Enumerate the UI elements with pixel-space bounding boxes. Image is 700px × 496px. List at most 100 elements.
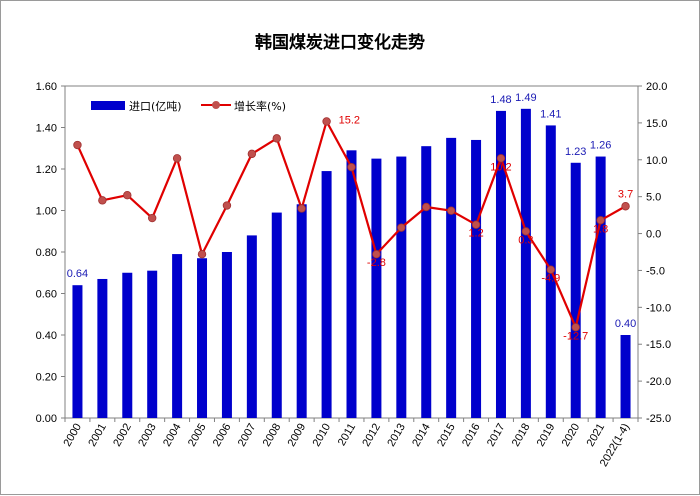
legend-line-marker <box>212 101 220 109</box>
bar-data-label: 1.49 <box>515 92 536 104</box>
x-tick-label: 2004 <box>161 422 184 449</box>
growth-point <box>147 213 157 223</box>
x-tick-label: 2005 <box>186 422 209 449</box>
labels-layer: 0.64 1.48 1.49 1.41 1.23 1.26 0.40 15.2 -2.8 1.2 1… <box>67 92 637 342</box>
line-data-label: 15.2 <box>339 114 360 126</box>
growth-point <box>596 216 605 225</box>
y-left-tick-label: 1.20 <box>36 164 57 176</box>
y-left-tick-label: 0.60 <box>36 289 57 301</box>
bar <box>570 162 581 418</box>
x-tick-label: 2020 <box>560 422 583 449</box>
bar <box>246 235 257 418</box>
bar <box>346 150 357 418</box>
y-right-tick-label: 15.0 <box>646 118 667 130</box>
bar <box>471 139 482 418</box>
y-right-tick-label: -20.0 <box>646 376 671 388</box>
y-left-tick-label: 0.80 <box>36 247 57 259</box>
growth-point <box>496 154 506 163</box>
bar <box>495 110 506 419</box>
x-tick-label: 2006 <box>211 422 234 449</box>
growth-point <box>98 196 107 205</box>
legend: 进口(亿吨) 增长率(%) <box>91 99 286 113</box>
growth-point <box>172 154 182 163</box>
line-data-label: 3.7 <box>618 188 633 200</box>
growth-point <box>397 223 406 232</box>
bar <box>147 270 158 418</box>
y-left-tick-label: 0.40 <box>36 330 57 342</box>
y-right-tick-label: -25.0 <box>646 413 671 425</box>
x-tick-label: 2017 <box>485 422 508 449</box>
x-tick-label: 2012 <box>360 422 383 449</box>
x-tick-label: 2014 <box>410 422 433 449</box>
y-right-tick-label: -10.0 <box>646 302 671 314</box>
y-left-tick-label: 1.60 <box>36 81 57 93</box>
bar <box>97 278 108 418</box>
bar-data-label: 1.23 <box>565 146 586 158</box>
growth-point <box>322 117 331 126</box>
growth-point <box>546 265 556 274</box>
x-tick-label: 2016 <box>460 422 483 449</box>
chart-title: 韩国煤炭进口变化走势 <box>255 32 425 53</box>
bar <box>172 254 183 418</box>
y-right-tick-label: 0.0 <box>646 229 661 241</box>
bar <box>122 272 133 418</box>
y-right-tick-label: 20.0 <box>646 81 667 93</box>
bar <box>271 212 282 418</box>
line-data-label: -2.8 <box>367 257 386 269</box>
growth-point <box>621 202 630 211</box>
x-tick-label: 2002 <box>111 422 134 449</box>
growth-point <box>471 220 481 229</box>
line-layer <box>73 117 630 332</box>
bar-data-label: 1.26 <box>590 140 611 152</box>
bar <box>221 252 232 418</box>
x-tick-label: 2018 <box>510 422 533 449</box>
bar <box>321 171 332 418</box>
line-data-label: 1.8 <box>593 223 608 235</box>
line-data-label: 0.3 <box>518 234 533 246</box>
line-data-label: -12.7 <box>563 330 588 342</box>
x-tick-label: 2010 <box>311 422 334 449</box>
bar <box>620 335 631 418</box>
bar <box>371 158 382 418</box>
x-tick-label: 2019 <box>535 422 558 449</box>
x-tick-label: 2000 <box>61 422 84 449</box>
y-right-tick-label: 10.0 <box>646 155 667 167</box>
bar <box>396 156 407 419</box>
legend-bar-swatch <box>91 101 125 110</box>
bar <box>446 137 457 418</box>
x-tick-label: 2001 <box>86 422 109 449</box>
y-right-tick-label: 5.0 <box>646 192 661 204</box>
growth-point <box>422 202 431 212</box>
legend-bar-label: 进口(亿吨) <box>129 100 182 113</box>
line-data-label: -4.9 <box>541 273 560 285</box>
y-left-tick-label: 0.00 <box>36 413 57 425</box>
growth-point <box>521 227 531 236</box>
bars-layer <box>72 108 631 419</box>
bar-data-label: 0.64 <box>67 268 88 280</box>
bar <box>296 204 307 418</box>
growth-point <box>297 204 306 213</box>
y-right-tick-label: -15.0 <box>646 339 671 351</box>
growth-point <box>197 250 207 259</box>
y-left-tick-label: 0.20 <box>36 372 57 384</box>
growth-point <box>571 323 580 332</box>
bar <box>595 156 606 419</box>
x-tick-label: 2015 <box>435 422 458 449</box>
growth-point <box>222 201 232 210</box>
growth-point <box>272 134 281 143</box>
y-right-tick-label: -5.0 <box>646 265 665 277</box>
line-data-label: 10.2 <box>490 161 511 173</box>
growth-point <box>347 162 356 172</box>
x-tick-label: 2021 <box>585 422 608 449</box>
bar <box>421 146 432 419</box>
legend-line-label: 增长率(%) <box>234 99 286 113</box>
y-left-tick-label: 1.40 <box>36 123 57 135</box>
y-left-tick-label: 1.00 <box>36 206 57 218</box>
x-tick-label: 2008 <box>261 422 284 449</box>
growth-point <box>446 206 456 215</box>
bar <box>197 258 208 418</box>
x-tick-label: 2009 <box>286 422 309 449</box>
bar-data-label: 1.48 <box>490 94 511 106</box>
growth-point <box>372 250 381 259</box>
